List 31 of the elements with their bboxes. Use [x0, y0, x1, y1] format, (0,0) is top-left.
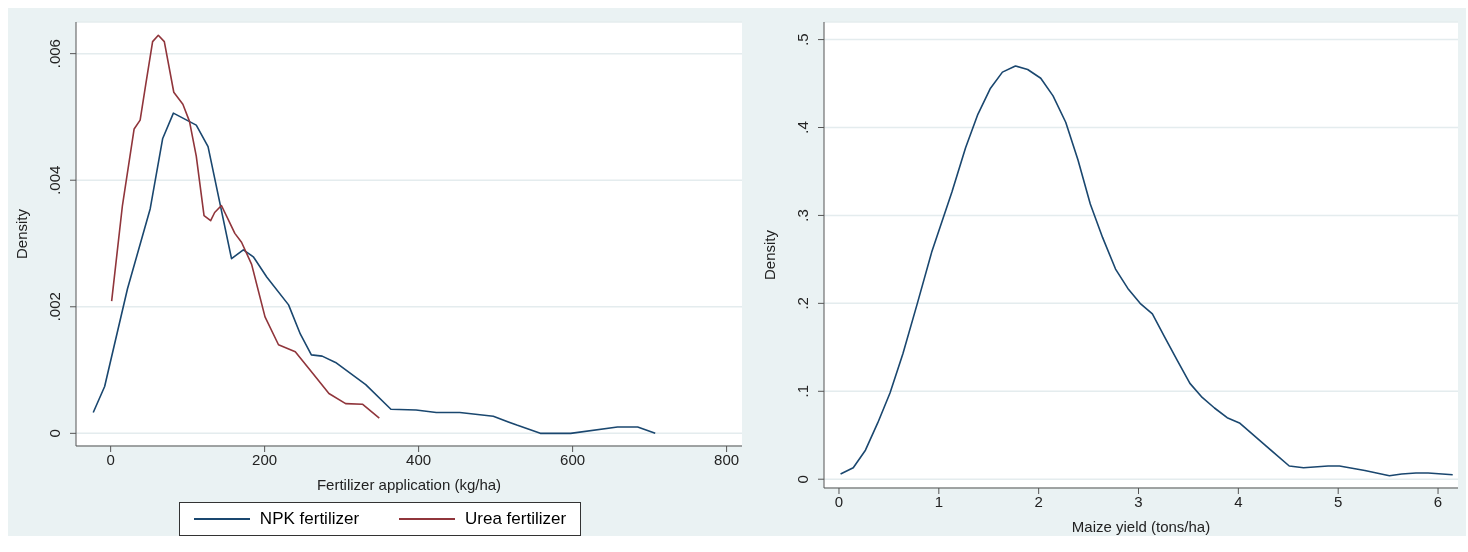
x-tick-label: 6	[1433, 492, 1443, 510]
y-tick-label: 0	[794, 475, 811, 484]
x-tick-label: 200	[252, 450, 278, 468]
y-axis-title: Density	[761, 229, 779, 281]
x-tick-label: 800	[714, 450, 740, 468]
y-tick-label: .5	[794, 33, 811, 46]
line-series	[92, 112, 657, 435]
x-tick-label: 0	[834, 492, 844, 510]
x-tick-label: 0	[106, 450, 115, 468]
legend-label: Urea fertilizer	[465, 509, 567, 529]
y-axis-title: Density	[13, 208, 31, 260]
y-tick-label: .1	[794, 385, 811, 398]
x-tick-label: 4	[1234, 492, 1243, 510]
y-tick-label: 0	[46, 429, 63, 438]
x-tick-label: 1	[934, 492, 943, 510]
y-tick-label: .002	[46, 292, 63, 322]
x-tick-label: 400	[406, 450, 432, 468]
legend-label: NPK fertilizer	[259, 509, 360, 529]
y-tick-label: .3	[794, 209, 811, 222]
x-axis-title: Fertilizer application (kg/ha)	[316, 476, 502, 493]
x-tick-label: 2	[1034, 492, 1043, 510]
x-axis-title: Maize yield (tons/ha)	[1071, 518, 1211, 535]
y-tick-label: .006	[46, 39, 63, 69]
y-tick-label: .4	[794, 121, 811, 134]
x-tick-label: 600	[560, 450, 586, 468]
x-tick-label: 3	[1134, 492, 1143, 510]
line-series	[110, 34, 381, 419]
y-tick-label: .004	[46, 165, 63, 195]
line-series	[839, 65, 1454, 477]
x-tick-label: 5	[1334, 492, 1343, 510]
y-tick-label: .2	[794, 297, 811, 310]
